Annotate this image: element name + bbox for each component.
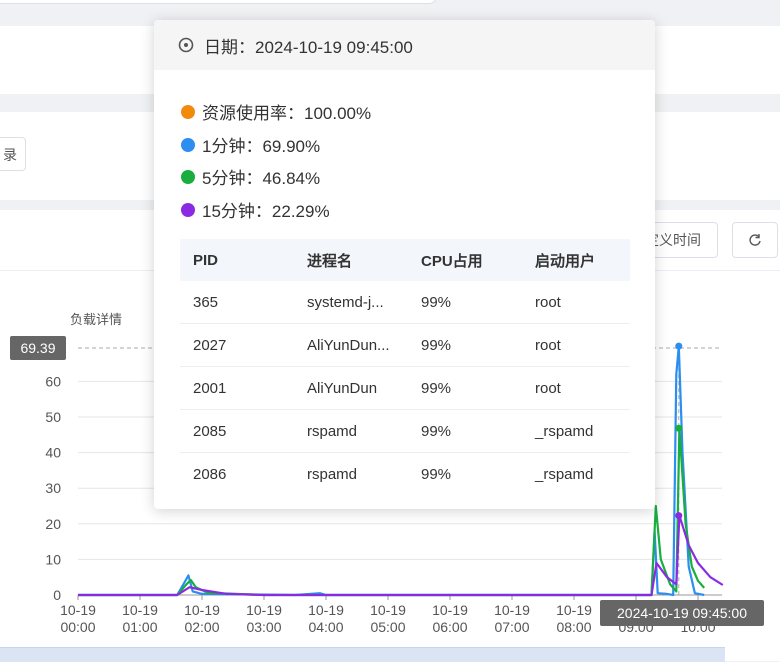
- x-tick-label: 10-19: [308, 602, 344, 618]
- x-tick-label: 03:00: [246, 619, 281, 635]
- x-tick-label: 01:00: [122, 619, 157, 635]
- x-tick-label: 00:00: [60, 619, 95, 635]
- record-button[interactable]: 录: [0, 137, 26, 171]
- table-row: 2085 rspamd 99% _rspamd: [180, 409, 630, 453]
- y-tick-label: 60: [45, 373, 61, 389]
- top-strip: [0, 0, 780, 10]
- x-tick-label: 10-19: [122, 602, 158, 618]
- legend-dot: [181, 137, 195, 152]
- tooltip-header: 日期：2024-10-19 09:45:00: [154, 20, 655, 70]
- x-tick-label: 10-19: [556, 602, 592, 618]
- legend-1min: 1分钟：69.90%: [181, 132, 320, 157]
- legend-dot: [181, 169, 195, 184]
- clock-icon: [178, 37, 194, 53]
- series-line-15分钟: [78, 514, 724, 597]
- x-tick-label: 10-19: [184, 602, 220, 618]
- legend-dot: [181, 104, 195, 119]
- y-tick-label: 50: [45, 409, 61, 425]
- refresh-icon: [749, 234, 761, 246]
- hover-point-1min: [675, 342, 683, 350]
- chart-tooltip: 日期：2024-10-19 09:45:00 资源使用率：100.00% 1分钟…: [154, 20, 655, 509]
- y-tick-label: 0: [53, 587, 61, 603]
- y-hover-label: 69.39: [20, 340, 55, 356]
- table-row: 365 systemd-j... 99% root: [180, 281, 630, 324]
- refresh-button[interactable]: [732, 222, 778, 258]
- legend-15min: 15分钟：22.29%: [181, 197, 330, 222]
- series-line-5分钟: [78, 427, 706, 597]
- x-tick-label: 10-19: [432, 602, 468, 618]
- hover-point-15min: [675, 512, 683, 520]
- x-tick-label: 10-19: [370, 602, 406, 618]
- legend-5min: 5分钟：46.84%: [181, 164, 320, 189]
- tooltip-date: 日期：2024-10-19 09:45:00: [204, 37, 413, 57]
- y-tick-label: 40: [45, 445, 61, 461]
- table-row: 2027 AliYunDun... 99% root: [180, 323, 630, 367]
- x-tick-label: 02:00: [184, 619, 219, 635]
- col-process-name: 进程名: [294, 239, 408, 281]
- y-hover-label-box: [10, 335, 66, 360]
- y-tick-label: 20: [45, 516, 61, 532]
- table-row: 2001 AliYunDun 99% root: [180, 366, 630, 410]
- x-tick-label: 07:00: [494, 619, 529, 635]
- table-header-row: PID 进程名 CPU占用 启动用户: [180, 239, 630, 281]
- x-tick-label: 08:00: [556, 619, 591, 635]
- col-user: 启动用户: [522, 239, 630, 281]
- legend-dot: [181, 202, 195, 217]
- x-hover-label-box: [600, 600, 764, 626]
- x-tick-label: 10-19: [494, 602, 530, 618]
- y-tick-label: 30: [45, 480, 61, 496]
- data-zoom-slider[interactable]: [0, 647, 725, 662]
- x-hover-label: 2024-10-19 09:45:00: [617, 605, 747, 621]
- x-tick-label: 04:00: [308, 619, 343, 635]
- x-tick-label: 05:00: [370, 619, 405, 635]
- hover-point-5min: [675, 424, 683, 432]
- table-row: 2086 rspamd 99% _rspamd: [193, 465, 594, 483]
- chart-title: 负载详情: [70, 312, 122, 327]
- col-pid: PID: [180, 239, 294, 281]
- x-tick-label: 06:00: [432, 619, 467, 635]
- x-tick-label: 10-19: [60, 602, 96, 618]
- y-tick-label: 10: [45, 551, 61, 567]
- legend-resource-usage: 资源使用率：100.00%: [181, 99, 371, 124]
- x-tick-label: 10-19: [246, 602, 282, 618]
- process-table: PID 进程名 CPU占用 启动用户 365 systemd-j... 99% …: [180, 239, 630, 495]
- col-cpu: CPU占用: [408, 239, 522, 281]
